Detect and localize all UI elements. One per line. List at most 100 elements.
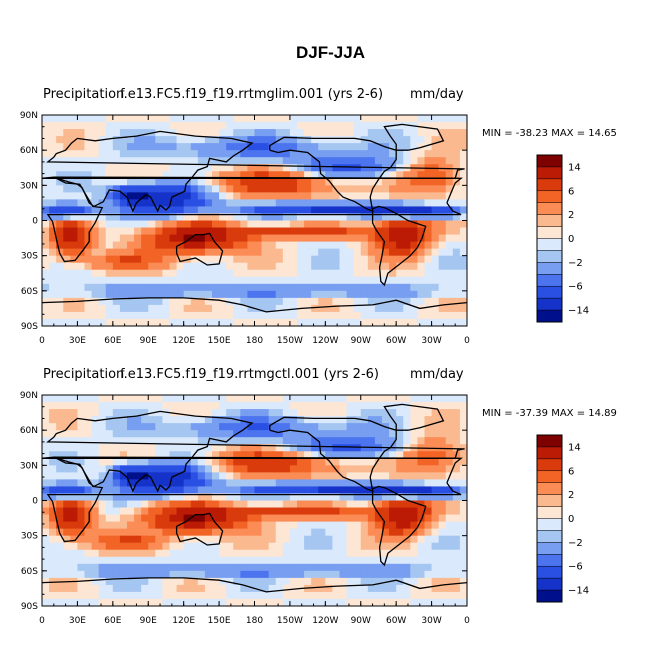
field-cell [219, 479, 227, 487]
field-cell [240, 234, 248, 242]
field-cell [105, 136, 114, 144]
field-cell [183, 500, 192, 508]
field-cell [233, 171, 241, 179]
field-cell [346, 395, 355, 403]
field-cell [119, 542, 128, 551]
field-cell [396, 136, 404, 144]
field-cell [49, 157, 57, 165]
field-cell [98, 283, 107, 292]
field-cell [289, 535, 298, 544]
field-cell [297, 185, 305, 193]
field-cell [304, 416, 312, 424]
field-cell [438, 563, 447, 572]
field-cell [162, 570, 170, 579]
field-cell [389, 185, 397, 193]
field-cell [346, 423, 355, 431]
field-cell [226, 598, 234, 607]
field-cell [332, 542, 340, 551]
field-cell [119, 157, 128, 165]
field-cell [268, 430, 277, 438]
field-cell [438, 262, 447, 271]
field-cell [148, 115, 156, 123]
field-cell [374, 486, 383, 494]
field-cell [183, 451, 192, 459]
field-cell [240, 416, 248, 424]
field-cell [332, 304, 340, 313]
field-cell [445, 514, 454, 522]
colorbar-box [536, 274, 563, 287]
field-cell [240, 199, 248, 207]
field-cell [212, 192, 220, 200]
field-cell [127, 143, 135, 151]
field-cell [98, 171, 107, 179]
field-cell [346, 402, 355, 410]
field-cell [396, 437, 404, 445]
field-cell [169, 199, 177, 207]
field-cell [261, 262, 270, 271]
field-cell [247, 402, 255, 410]
field-cell [459, 402, 468, 410]
field-cell [367, 185, 376, 193]
field-cell [63, 227, 71, 235]
field-cell [339, 486, 347, 494]
field-cell [360, 507, 369, 515]
field-cell [367, 234, 376, 242]
field-cell [105, 157, 114, 165]
field-cell [431, 465, 440, 473]
field-cell [424, 423, 432, 431]
field-cell [98, 192, 107, 200]
field-cell [63, 269, 71, 278]
field-cell [119, 493, 128, 501]
field-cell [254, 241, 262, 250]
field-cell [304, 493, 312, 501]
field-cell [212, 444, 220, 452]
field-cell [162, 458, 170, 466]
field-cell [304, 157, 312, 165]
field-cell [148, 276, 156, 285]
field-cell [212, 129, 220, 137]
field-cell [112, 444, 121, 452]
field-cell [304, 241, 312, 250]
y-tick-label: 0 [32, 217, 38, 227]
field-cell [360, 535, 369, 544]
field-cell [63, 563, 71, 572]
field-cell [162, 164, 170, 172]
coastline [371, 205, 427, 287]
field-cell [332, 444, 340, 452]
field-cell [212, 521, 220, 530]
field-cell [176, 521, 185, 530]
field-cell [410, 570, 418, 579]
field-cell [289, 500, 298, 508]
field-cell [212, 577, 220, 586]
field-cell [119, 535, 128, 544]
field-cell [212, 199, 220, 207]
field-cell [233, 549, 241, 558]
field-cell [49, 598, 57, 607]
field-cell [275, 283, 284, 292]
panel-units: mm/day [410, 87, 464, 102]
field-cell [396, 262, 404, 271]
field-cell [332, 234, 340, 242]
field-cell [431, 143, 440, 151]
field-cell [233, 493, 241, 501]
field-cell [318, 150, 326, 158]
field-cell [233, 304, 241, 313]
field-cell [197, 416, 206, 424]
field-cell [311, 248, 319, 257]
field-cell [197, 563, 206, 572]
field-cell [77, 304, 85, 313]
field-cell [233, 283, 241, 292]
field-cell [183, 185, 192, 193]
field-cell [134, 507, 142, 515]
field-cell [360, 479, 369, 487]
field-cell [70, 262, 78, 271]
field-cell [332, 213, 340, 221]
field-cell [396, 423, 404, 431]
field-cell [445, 157, 454, 165]
field-cell [176, 283, 185, 292]
field-cell [183, 318, 192, 327]
field-cell [332, 269, 340, 278]
field-cell [289, 430, 298, 438]
field-cell [325, 143, 333, 151]
field-cell [42, 248, 50, 257]
